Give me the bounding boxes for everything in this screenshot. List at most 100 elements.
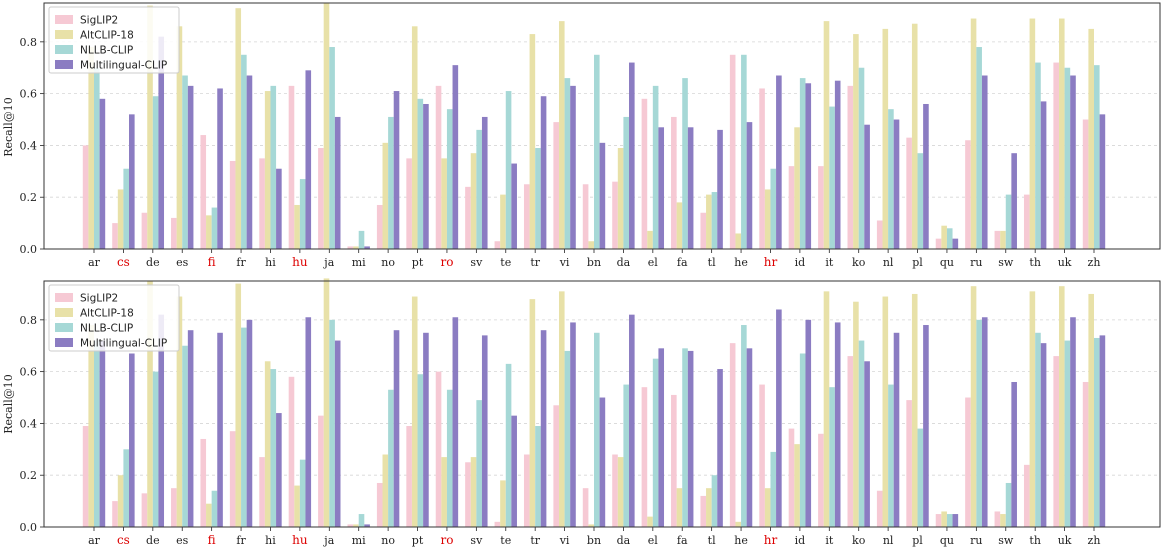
bar-nllb-clip-fi (211, 490, 218, 527)
bar-nllb-clip-es (182, 345, 188, 527)
bar-nllb-clip-id (799, 78, 806, 250)
bar-altclip-18-zh (1088, 28, 1094, 249)
x-tick-label-de: de (146, 256, 160, 269)
bar-nllb-clip-vi (564, 350, 571, 527)
bar-nllb-clip-it (829, 106, 835, 249)
x-tick-label-sv: sv (470, 256, 483, 269)
bar-multilingual-clip-hi (276, 413, 282, 527)
bar-multilingual-clip-vi (570, 322, 576, 527)
bar-nllb-clip-cs (123, 168, 130, 249)
bar-multilingual-clip-ar (99, 98, 106, 250)
bar-altclip-18-bn (588, 241, 594, 249)
bar-multilingual-clip-el (658, 127, 665, 249)
bar-multilingual-clip-sv (481, 335, 488, 527)
bar-altclip-18-ko (853, 34, 859, 249)
bar-altclip-18-ru (970, 286, 977, 527)
bar-altclip-18-sv (470, 153, 477, 249)
bar-altclip-18-ja (323, 278, 330, 527)
x-tick-label-th: th (1029, 534, 1041, 547)
bar-nllb-clip-es (182, 75, 188, 249)
bar-siglip2-sw (994, 230, 1001, 249)
bar-siglip2-it (818, 433, 824, 527)
x-tick-label-qu: qu (940, 256, 954, 269)
bar-altclip-18-zh (1088, 293, 1094, 527)
bar-nllb-clip-sv (476, 400, 482, 527)
bar-siglip2-id (788, 166, 795, 249)
x-tick-label-pl: pl (912, 534, 923, 547)
x-tick-label-da: da (617, 534, 631, 547)
bar-siglip2-th (1023, 194, 1030, 249)
bar-siglip2-fa (671, 394, 677, 527)
x-tick-label-bn: bn (587, 256, 601, 269)
bar-multilingual-clip-th (1040, 343, 1047, 527)
bar-siglip2-fa (671, 116, 677, 249)
bar-altclip-18-ko (853, 301, 859, 527)
x-tick-label-cs: cs (117, 255, 130, 269)
x-tick-label-ko: ko (852, 256, 866, 269)
bar-siglip2-he (729, 343, 736, 527)
bar-multilingual-clip-hr (776, 75, 782, 249)
x-tick-label-sw: sw (998, 534, 1014, 547)
bar-nllb-clip-ja (329, 319, 335, 527)
x-tick-label-fr: fr (236, 256, 246, 269)
bar-multilingual-clip-ro (452, 317, 459, 527)
bar-nllb-clip-bn (594, 54, 600, 249)
bar-altclip-18-ja (323, 3, 330, 249)
bar-siglip2-hu (288, 85, 295, 249)
bar-siglip2-pt (406, 158, 412, 249)
bar-multilingual-clip-bn (599, 142, 606, 249)
x-tick-label-mi: mi (352, 534, 366, 547)
bar-nllb-clip-sv (476, 129, 482, 249)
bar-altclip-18-el (647, 230, 653, 249)
bar-multilingual-clip-fr (246, 319, 253, 527)
bar-multilingual-clip-hu (305, 317, 312, 527)
legend-label: AltCLIP-18 (80, 308, 134, 320)
x-tick-label-fi: fi (208, 255, 216, 269)
bar-nllb-clip-pl (917, 428, 924, 527)
bar-siglip2-pt (406, 426, 412, 527)
bar-multilingual-clip-ja (334, 116, 341, 249)
bar-siglip2-fi (200, 135, 207, 249)
bar-nllb-clip-el (652, 85, 659, 249)
plot-frame (43, 2, 1161, 250)
recall-chart-top: 0.0 0.2 0.4 0.6 0.8 Recall@10 ar cs de es fi fr hi hu… (0, 0, 1163, 276)
bar-nllb-clip-th (1035, 62, 1041, 250)
bar-multilingual-clip-ru (981, 317, 988, 527)
x-tick-label-ru: ru (970, 256, 982, 269)
bar-siglip2-pl (906, 400, 912, 527)
x-tick-label-tl: tl (708, 256, 716, 269)
bar-nllb-clip-id (799, 353, 806, 527)
bar-siglip2-no (376, 204, 383, 249)
bar-nllb-clip-tr (535, 148, 541, 249)
legend: SigLIP2 AltCLIP-18 NLLB-CLIP Multilingual-C… (48, 284, 180, 352)
bar-siglip2-sv (465, 462, 471, 527)
y-axis-label: Recall@10 (2, 97, 15, 157)
bar-altclip-18-ar (88, 325, 94, 527)
bar-multilingual-clip-it (834, 80, 841, 250)
bar-altclip-18-cs (117, 189, 124, 249)
bar-multilingual-clip-tl (717, 129, 723, 249)
bar-siglip2-da (612, 181, 618, 249)
x-tick-label-bn: bn (587, 534, 601, 547)
bar-multilingual-clip-th (1040, 101, 1047, 250)
bar-chart-svg: 0.0 0.2 0.4 0.6 0.8 Recall@10 ar cs de es fi fr hi hu… (2, 2, 1161, 269)
bar-nllb-clip-pt (417, 98, 424, 250)
bar-multilingual-clip-tr (540, 96, 547, 249)
bar-altclip-18-sw (1000, 230, 1006, 249)
bar-siglip2-ru (965, 140, 971, 249)
bar-siglip2-hi (259, 158, 265, 249)
bar-altclip-18-qu (941, 225, 947, 249)
bar-nllb-clip-te (505, 363, 512, 527)
bar-altclip-18-el (647, 516, 653, 527)
bar-altclip-18-cs (117, 475, 124, 527)
bar-siglip2-fr (229, 160, 236, 249)
legend-box (48, 284, 180, 352)
bar-altclip-18-tl (706, 194, 712, 249)
bar-multilingual-clip-he (746, 122, 753, 249)
bar-multilingual-clip-de (158, 314, 165, 527)
x-tick-label-ar: ar (88, 534, 101, 547)
bar-nllb-clip-sw (1005, 482, 1012, 527)
bar-nllb-clip-tl (711, 192, 718, 249)
bar-multilingual-clip-es (187, 330, 194, 527)
bar-siglip2-vi (553, 122, 559, 249)
